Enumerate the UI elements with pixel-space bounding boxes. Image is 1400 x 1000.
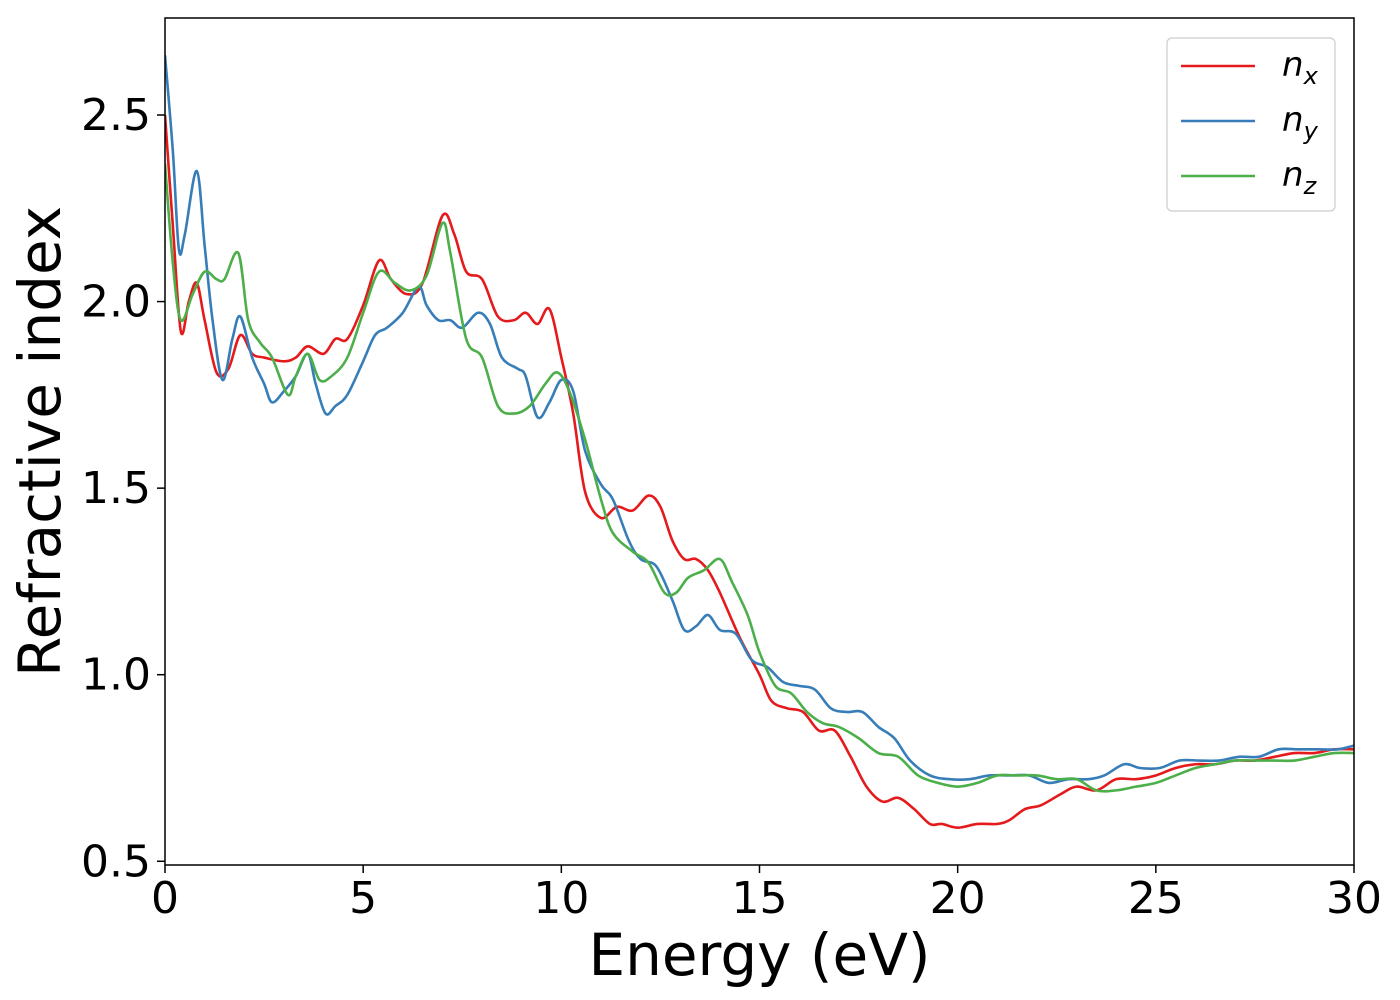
legend-label-x: nx	[1282, 45, 1319, 90]
y-tick-label: 1.0	[81, 650, 151, 701]
x-tick-label: 20	[930, 873, 986, 924]
legend-label-z: nz	[1282, 155, 1318, 200]
legend: nx ny nz	[1166, 37, 1336, 212]
x-tick-label: 30	[1326, 873, 1382, 924]
series-line-z	[165, 163, 1354, 793]
legend-box	[1166, 37, 1336, 212]
legend-label-y: ny	[1282, 100, 1319, 145]
ticks-layer: 0 5 10 15 20 25 30 0.5 1.0 1.5 2.0 2.5	[81, 90, 1382, 924]
x-tick-label: 5	[349, 873, 377, 924]
series-line-x	[165, 114, 1354, 829]
x-tick-label: 10	[533, 873, 589, 924]
y-tick-label: 0.5	[81, 836, 151, 887]
x-tick-label: 0	[151, 873, 179, 924]
series-line-y	[165, 55, 1354, 785]
y-tick-label: 1.5	[81, 463, 151, 514]
y-tick-label: 2.5	[81, 90, 151, 141]
x-tick-label: 25	[1128, 873, 1184, 924]
x-axis-label: Energy (eV)	[588, 921, 930, 989]
x-tick-label: 15	[732, 873, 788, 924]
series-layer	[165, 55, 1354, 829]
y-tick-label: 2.0	[81, 277, 151, 328]
y-axis-label: Refractive index	[6, 206, 74, 677]
